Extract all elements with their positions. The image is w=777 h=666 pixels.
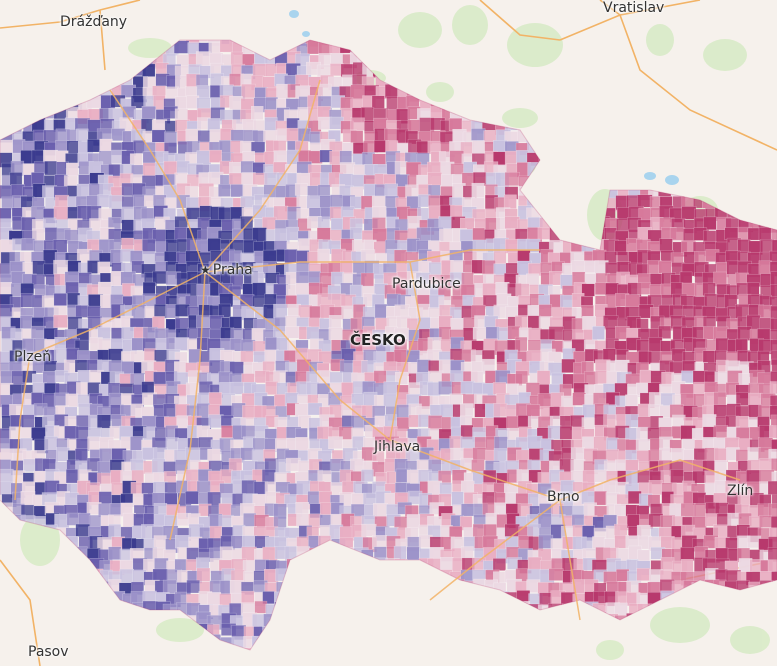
- city-label-praha[interactable]: ★ Praha: [200, 262, 253, 278]
- municipality-cell: [771, 226, 777, 243]
- country-label: ČESKO: [350, 331, 406, 349]
- capital-star-icon: ★: [200, 263, 211, 277]
- city-label-praha-text: Praha: [212, 262, 253, 278]
- water-bodies: [289, 10, 679, 185]
- municipality-cell: [471, 182, 485, 199]
- municipality-cell: [218, 183, 231, 197]
- city-label-jihlava[interactable]: Jihlava: [374, 439, 421, 455]
- city-label-vratislav: Vratislav: [603, 0, 665, 16]
- city-label-pasov: Pasov: [28, 644, 69, 660]
- municipality-cell: [250, 105, 264, 120]
- city-label-drazdany: Drážďany: [60, 14, 128, 30]
- city-label-zlin[interactable]: Zlín: [727, 483, 754, 499]
- municipality-cell: [703, 216, 717, 230]
- city-label-plzen[interactable]: Plzeň: [14, 349, 52, 365]
- city-label-pardubice[interactable]: Pardubice: [392, 276, 461, 292]
- municipality-cell: [771, 239, 777, 255]
- municipality-cell: [770, 271, 777, 286]
- city-label-brno[interactable]: Brno: [547, 489, 580, 505]
- municipality-cell: [199, 40, 214, 43]
